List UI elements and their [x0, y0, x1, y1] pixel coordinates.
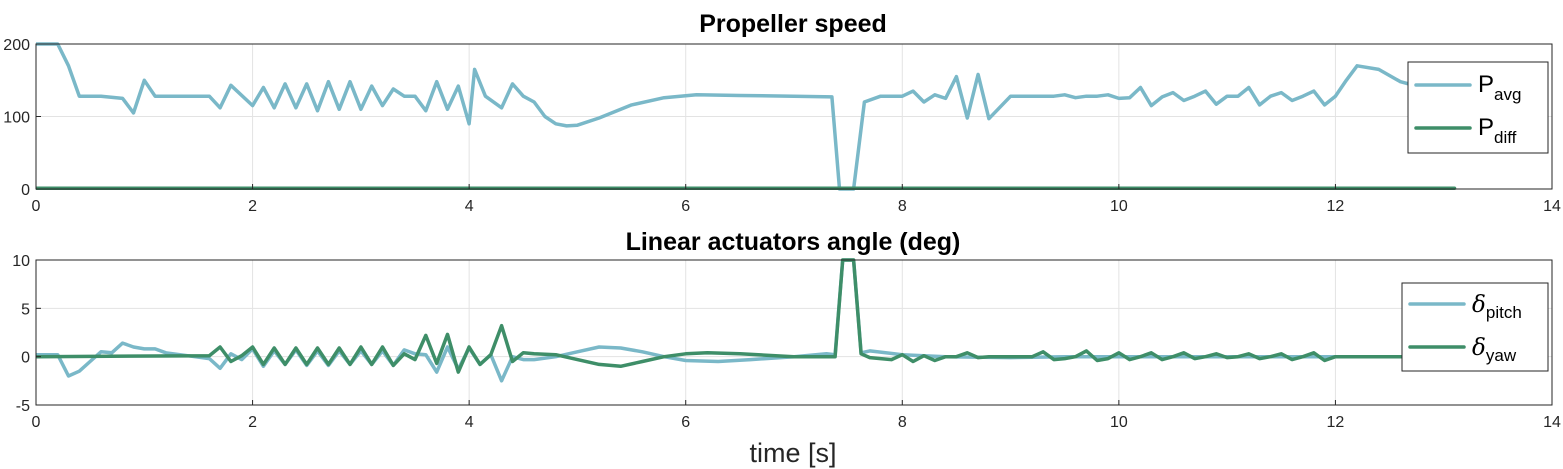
propeller-ytick-label: 200 — [3, 37, 30, 54]
legend-label-delta-pitch: δpitch — [1472, 292, 1522, 322]
actuator-angle-axes — [35, 259, 1553, 406]
legend-box — [1407, 61, 1549, 154]
actuator-ytick-label: -5 — [16, 398, 30, 415]
actuator-angle-chart: Linear actuators angle (deg) 0 2 4 6 8 10 12 14… — [12, 228, 1561, 431]
propeller-xtick-label: 4 — [465, 198, 474, 215]
actuator-series-delta-pitch — [36, 258, 1446, 383]
actuator-ytick-label: 10 — [12, 253, 30, 270]
x-axis-label: time [s] — [749, 438, 836, 468]
actuator-xtick-label: 8 — [898, 414, 907, 431]
legend-box — [1401, 282, 1549, 372]
propeller-xtick-label: 10 — [1110, 198, 1128, 215]
actuator-xtick-label: 4 — [465, 414, 474, 431]
propeller-xtick-label: 0 — [32, 198, 41, 215]
actuator-xtick-label: 12 — [1327, 414, 1345, 431]
propeller-xtick-label: 2 — [248, 198, 257, 215]
actuator-xtick-label: 2 — [248, 414, 257, 431]
propeller-speed-legend: Pavg Pdiff — [1407, 61, 1549, 154]
propeller-ytick-label: 0 — [21, 182, 30, 199]
legend-label-p-avg: Pavg — [1478, 71, 1521, 104]
actuator-xtick-label: 14 — [1543, 414, 1561, 431]
propeller-speed-chart: Propeller speed 0 2 4 6 8 10 12 14 0 100 200 Pavg … — [3, 10, 1561, 215]
legend-label-p-diff: Pdiff — [1478, 114, 1517, 147]
actuator-angle-legend: δpitch δyaw — [1401, 282, 1549, 372]
propeller-xtick-label: 14 — [1543, 198, 1561, 215]
propeller-xtick-label: 6 — [681, 198, 690, 215]
actuator-ytick-label: 0 — [21, 350, 30, 367]
actuator-angle-title: Linear actuators angle (deg) — [626, 228, 961, 256]
propeller-speed-title: Propeller speed — [699, 10, 887, 38]
legend-label-delta-yaw: δyaw — [1472, 335, 1517, 365]
propeller-xtick-label: 8 — [898, 198, 907, 215]
propeller-xtick-label: 12 — [1327, 198, 1345, 215]
actuator-xtick-label: 6 — [681, 414, 690, 431]
actuator-xtick-label: 0 — [32, 414, 41, 431]
actuator-xtick-label: 10 — [1110, 414, 1128, 431]
actuator-ytick-label: 5 — [21, 301, 30, 318]
propeller-series-p-avg — [36, 42, 1441, 191]
propeller-ytick-label: 100 — [3, 110, 30, 127]
